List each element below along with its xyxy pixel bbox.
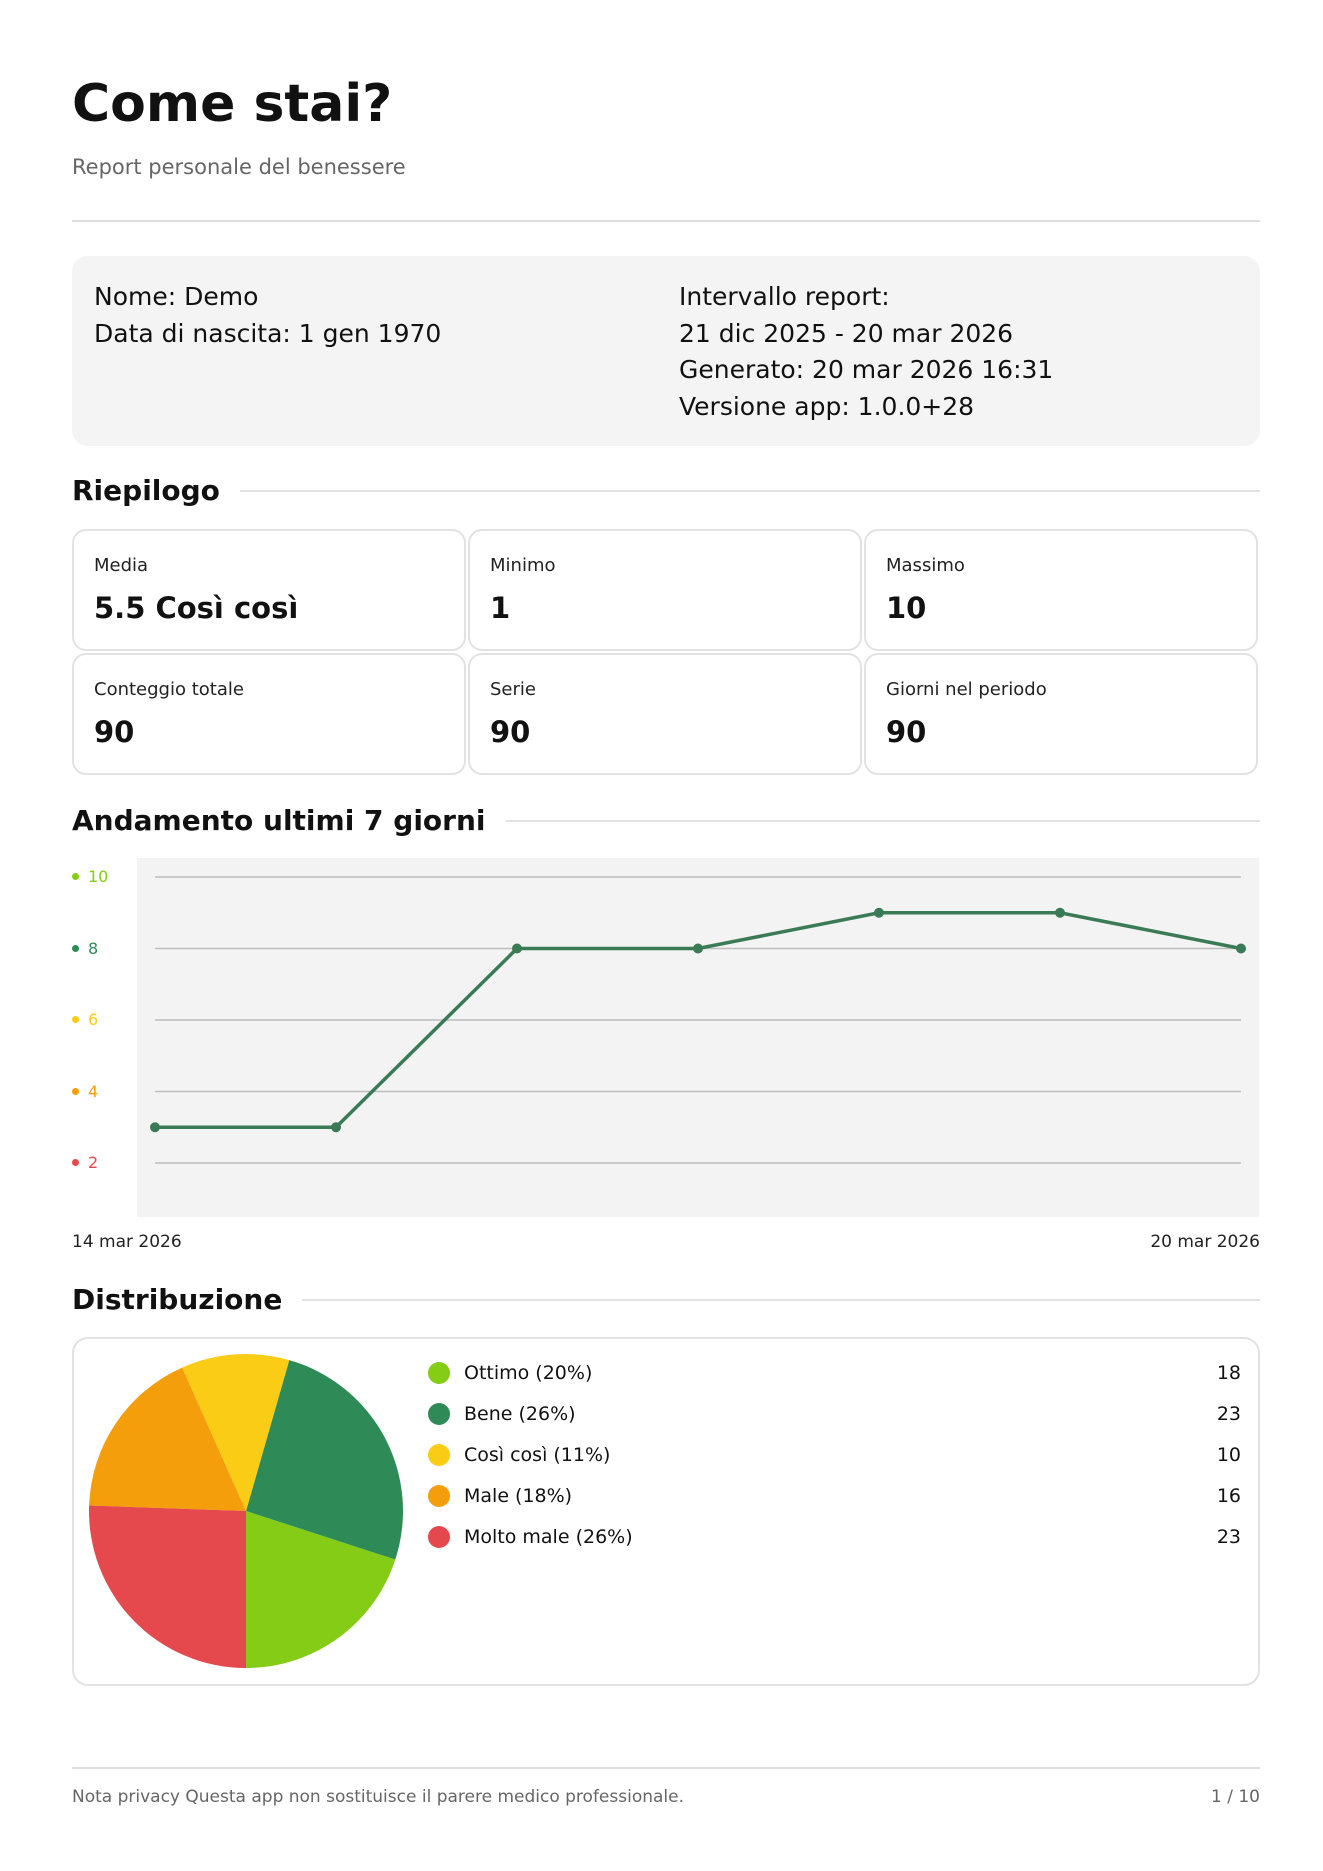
tick-label: 8 [88, 938, 99, 958]
legend-item: Così così (11%) 10 [428, 1444, 1241, 1466]
section-summary: Riepilogo [72, 474, 1260, 507]
privacy-note: Nota privacy Questa app non sostituisce … [72, 1787, 685, 1807]
tick-label: 10 [88, 867, 109, 886]
pie-slice [246, 1360, 403, 1560]
tick-dot-icon [72, 1016, 79, 1023]
data-point [331, 1122, 341, 1133]
section-title: Distribuzione [72, 1283, 283, 1316]
legend-dot-icon [428, 1403, 450, 1425]
legend-count: 10 [1216, 1444, 1241, 1466]
legend-item: Bene (26%) 23 [428, 1403, 1241, 1425]
distribution-panel [72, 1337, 1260, 1686]
legend-dot-icon [428, 1444, 450, 1466]
section-title: Riepilogo [72, 474, 220, 507]
card-label: Serie [490, 679, 536, 700]
tick-label: 4 [88, 1081, 99, 1101]
card-value: 5.5 Così così [94, 591, 299, 625]
card-value: 90 [490, 715, 531, 749]
trend-line-chart [150, 876, 1246, 1164]
report-range: 21 dic 2025 - 20 mar 2026 [679, 319, 1014, 348]
data-point [874, 907, 884, 918]
tick-dot-icon [72, 1087, 79, 1095]
pie-slice [89, 1505, 246, 1668]
x-start-label: 14 mar 2026 [72, 1232, 182, 1252]
data-point [693, 943, 703, 954]
page-subtitle: Report personale del benessere [72, 155, 406, 179]
y-tick: 6 [72, 1010, 98, 1029]
pie-slice [246, 1511, 396, 1668]
card-label: Massimo [886, 555, 965, 576]
summary-card: Media 5.5 Così così [72, 529, 466, 651]
divider [72, 220, 1260, 222]
legend-label: Così così (11%) [464, 1444, 611, 1466]
summary-card: Minimo 1 [468, 529, 862, 651]
legend-item: Molto male (26%) 23 [428, 1526, 1241, 1548]
user-name: Nome: Demo [94, 282, 259, 311]
summary-card: Serie 90 [468, 653, 862, 775]
tick-dot-icon [72, 873, 79, 880]
summary-card: Massimo 10 [864, 529, 1258, 651]
legend-item: Male (18%) 16 [428, 1485, 1241, 1507]
section-trend: Andamento ultimi 7 giorni [72, 804, 1260, 837]
card-label: Minimo [490, 555, 556, 576]
x-end-label: 20 mar 2026 [1150, 1232, 1260, 1252]
info-panel: Nome: Demo Data di nascita: 1 gen 1970 I… [72, 256, 1260, 446]
data-point [512, 943, 522, 954]
footer-divider [72, 1767, 1260, 1769]
legend-label: Ottimo (20%) [464, 1362, 593, 1384]
legend-label: Bene (26%) [464, 1403, 576, 1425]
y-tick: 4 [72, 1082, 98, 1101]
y-tick: 2 [72, 1153, 98, 1172]
y-tick: 10 [72, 867, 108, 886]
birth-date: Data di nascita: 1 gen 1970 [94, 319, 442, 348]
section-distribution: Distribuzione [72, 1283, 1260, 1316]
card-label: Media [94, 555, 149, 576]
legend-count: 23 [1216, 1526, 1241, 1548]
range-label: Intervallo report: [679, 282, 890, 311]
card-label: Conteggio totale [94, 679, 244, 700]
legend-count: 23 [1216, 1403, 1241, 1425]
data-point [1236, 943, 1246, 954]
summary-card: Conteggio totale 90 [72, 653, 466, 775]
card-label: Giorni nel periodo [886, 679, 1047, 700]
pie-slice [89, 1367, 246, 1511]
distribution-pie-chart [89, 1354, 403, 1668]
app-version: Versione app: 1.0.0+28 [679, 392, 975, 421]
card-value: 90 [94, 715, 135, 749]
legend-dot-icon [428, 1526, 450, 1548]
card-value: 90 [886, 715, 927, 749]
pie-slice [182, 1354, 290, 1511]
page-number: 1 / 10 [1211, 1787, 1260, 1807]
card-value: 1 [490, 591, 511, 625]
legend-label: Molto male (26%) [464, 1526, 633, 1548]
tick-dot-icon [72, 944, 79, 952]
data-point [150, 1122, 160, 1133]
tick-label: 2 [88, 1153, 99, 1172]
card-value: 10 [886, 591, 927, 625]
legend-dot-icon [428, 1485, 450, 1507]
legend-dot-icon [428, 1362, 450, 1384]
tick-label: 6 [88, 1010, 99, 1029]
summary-card: Giorni nel periodo 90 [864, 653, 1258, 775]
tick-dot-icon [72, 1159, 79, 1166]
section-title: Andamento ultimi 7 giorni [72, 804, 486, 837]
generated-at: Generato: 20 mar 2026 16:31 [679, 355, 1054, 384]
legend-count: 16 [1216, 1485, 1241, 1507]
legend-count: 18 [1216, 1362, 1241, 1384]
legend-item: Ottimo (20%) 18 [428, 1362, 1241, 1384]
legend-label: Male (18%) [464, 1485, 573, 1507]
data-point [1055, 907, 1065, 918]
trend-chart-area [137, 858, 1259, 1217]
y-tick: 8 [72, 939, 98, 958]
page-title: Come stai? [72, 74, 393, 134]
